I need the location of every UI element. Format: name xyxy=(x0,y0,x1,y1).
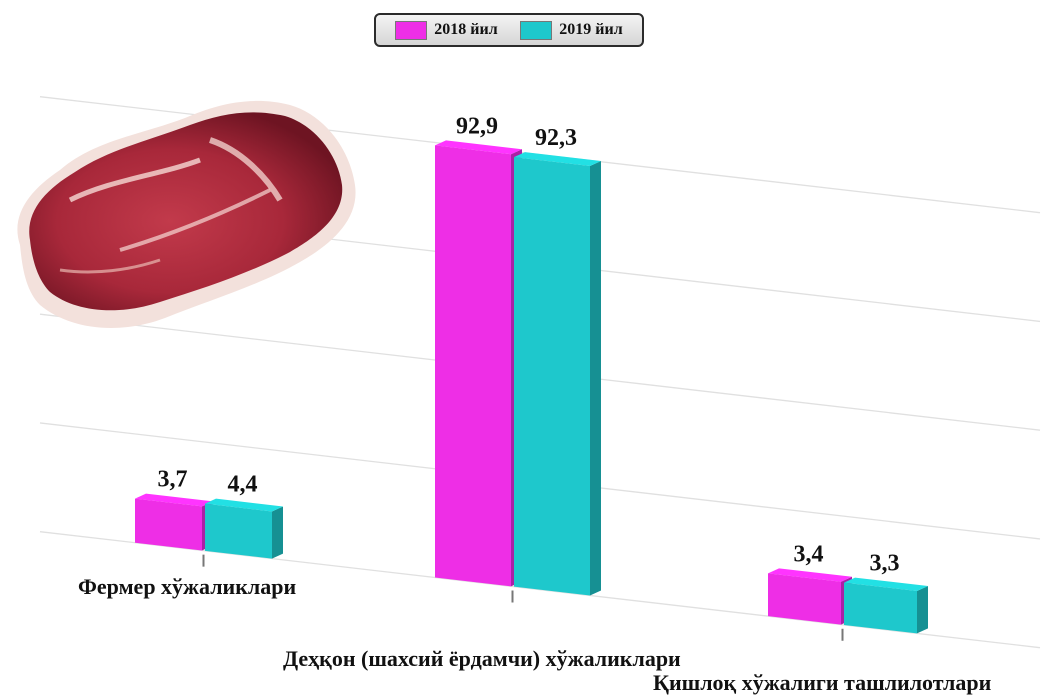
data-label-farmer-2019: 4,4 xyxy=(228,472,258,498)
legend-swatch-2018 xyxy=(395,20,428,40)
raw-meat-steak-icon xyxy=(17,100,356,328)
bar-top-agri-org-2019 xyxy=(844,577,928,592)
data-label-agri-org-2019: 3,3 xyxy=(870,551,900,577)
category-label-farmer: Фермер хўжаликлари xyxy=(78,574,297,599)
bar-top-dehqon-2018 xyxy=(435,140,522,155)
bar-agri-org-2018 xyxy=(768,573,841,625)
bar-farmer-2018 xyxy=(135,498,202,551)
category-label-agri-org: Қишлоқ хўжалиги ташлилотлари xyxy=(653,670,992,695)
bar-side-dehqon-2019 xyxy=(590,160,601,596)
legend-item-2018: 2018 йил xyxy=(395,20,498,40)
bar-top-farmer-2019 xyxy=(205,498,283,512)
data-label-dehqon-2019: 92,3 xyxy=(535,125,577,151)
bar-side-farmer-2019 xyxy=(272,506,283,559)
bar-agri-org-2019 xyxy=(844,582,917,634)
bar-top-farmer-2018 xyxy=(135,493,213,507)
bars: 3,7 4,4 92,9 92,3 3,4 3,3 xyxy=(135,113,928,634)
legend-label-2018: 2018 йил xyxy=(434,21,498,38)
legend-item-2019: 2019 йил xyxy=(520,20,623,40)
category-label-dehqon: Деҳқон (шахсий ёрдамчи) хўжаликлари xyxy=(283,646,681,671)
bar-top-agri-org-2018 xyxy=(768,568,852,582)
data-label-farmer-2018: 3,7 xyxy=(158,467,188,493)
bar-dehqon-2018 xyxy=(435,145,511,587)
legend-label-2019: 2019 йил xyxy=(559,21,623,38)
bar-dehqon-2019 xyxy=(514,157,590,596)
bar-side-agri-org-2019 xyxy=(917,586,928,634)
bar-farmer-2019 xyxy=(205,503,272,559)
bar-top-dehqon-2019 xyxy=(514,152,601,166)
chart-legend: 2018 йил 2019 йил xyxy=(374,13,644,47)
legend-swatch-2019 xyxy=(520,20,553,40)
category-ticks xyxy=(202,554,844,641)
data-label-agri-org-2018: 3,4 xyxy=(794,541,824,567)
data-label-dehqon-2018: 92,9 xyxy=(456,113,498,139)
